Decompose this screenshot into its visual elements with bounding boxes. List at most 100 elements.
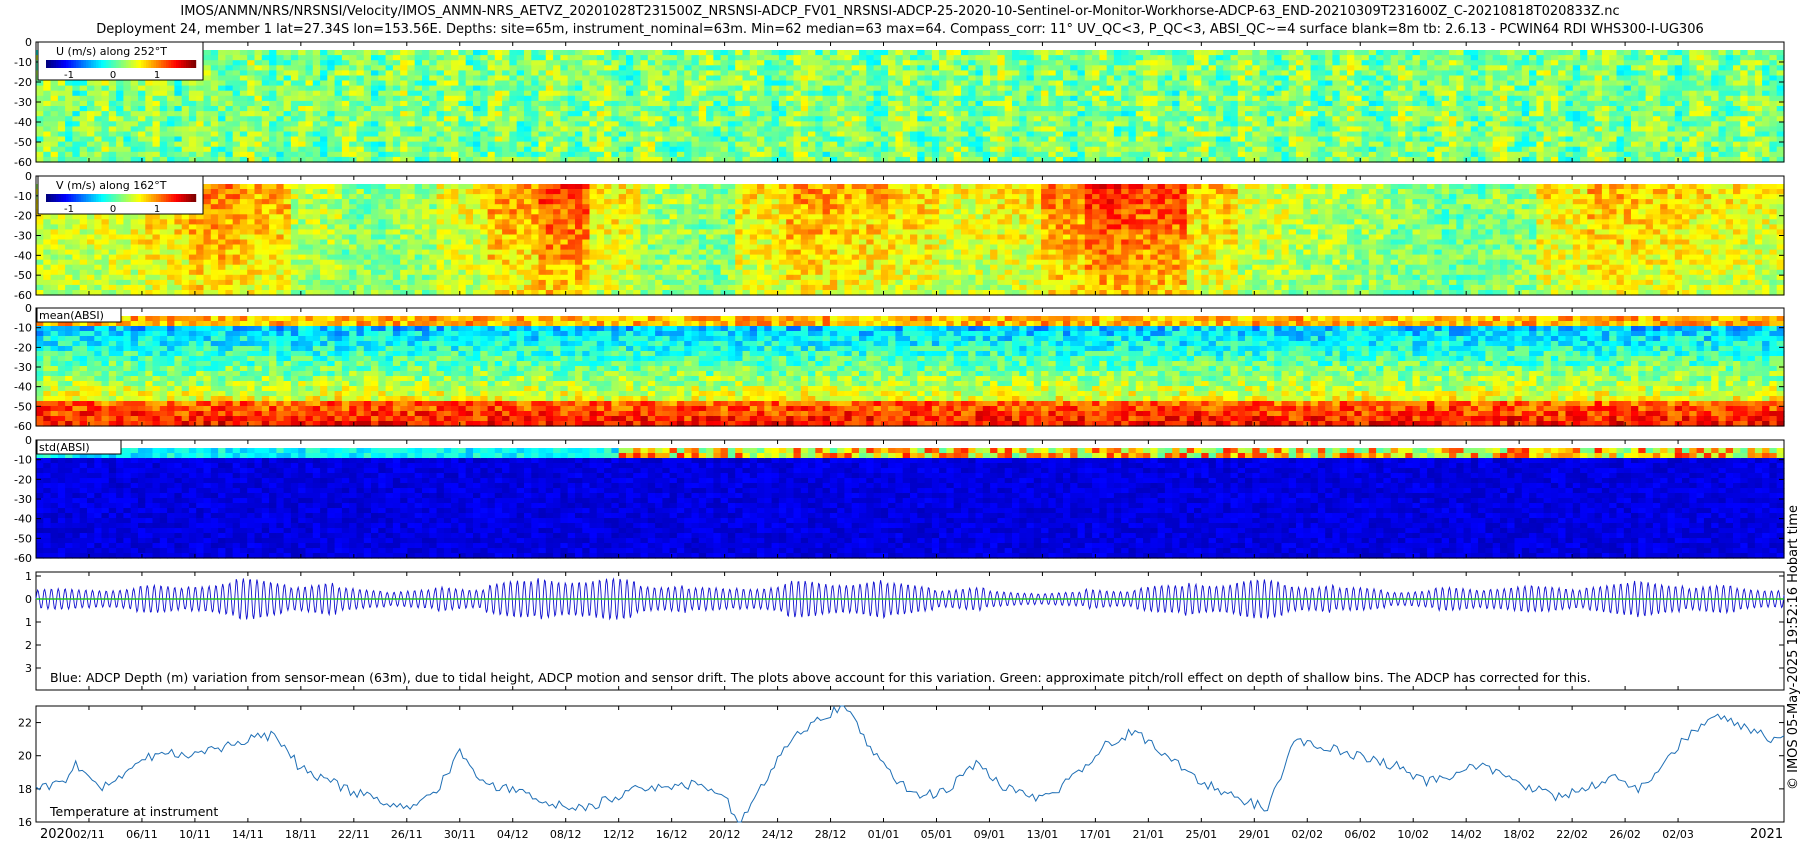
u-velocity-heatmap-cell: [349, 86, 357, 92]
u-velocity-heatmap-cell: [764, 70, 772, 76]
u-velocity-heatmap-cell: [1624, 55, 1632, 61]
u-velocity-heatmap-cell: [313, 70, 321, 76]
u-velocity-heatmap-cell: [684, 96, 692, 102]
u-velocity-heatmap-cell: [1617, 121, 1625, 127]
u-velocity-heatmap-cell: [1536, 142, 1544, 148]
u-velocity-heatmap-cell: [1318, 76, 1326, 82]
u-velocity-heatmap-cell: [910, 137, 918, 143]
u-velocity-heatmap-cell: [1187, 126, 1195, 132]
u-velocity-heatmap-cell: [1464, 152, 1472, 158]
u-velocity-heatmap-cell: [371, 50, 379, 56]
u-velocity-heatmap-cell: [1362, 91, 1370, 97]
u-velocity-heatmap-cell: [378, 70, 386, 76]
u-velocity-heatmap-cell: [80, 96, 88, 102]
u-velocity-heatmap-cell: [1296, 111, 1304, 117]
u-velocity-heatmap-cell: [1420, 96, 1428, 102]
u-velocity-heatmap-cell: [458, 70, 466, 76]
u-velocity-heatmap-cell: [641, 152, 649, 158]
u-velocity-heatmap-cell: [735, 81, 743, 87]
u-velocity-heatmap-cell: [1187, 142, 1195, 148]
u-velocity-heatmap-cell: [1289, 126, 1297, 132]
u-velocity-heatmap-cell: [480, 81, 488, 87]
u-velocity-heatmap-cell: [619, 152, 627, 158]
u-velocity-heatmap-cell: [87, 86, 95, 92]
u-velocity-heatmap-cell: [189, 101, 197, 107]
u-velocity-heatmap-cell: [1238, 106, 1246, 112]
u-velocity-heatmap-cell: [1500, 96, 1508, 102]
u-velocity-heatmap-cell: [648, 147, 656, 153]
u-velocity-heatmap-cell: [1194, 86, 1202, 92]
u-velocity-heatmap-cell: [699, 81, 707, 87]
u-velocity-heatmap-cell: [546, 106, 554, 112]
u-velocity-heatmap-cell: [218, 55, 226, 61]
u-velocity-heatmap-cell: [189, 116, 197, 122]
u-velocity-heatmap-cell: [1500, 147, 1508, 153]
u-velocity-heatmap-cell: [72, 81, 80, 87]
u-velocity-heatmap-cell: [597, 81, 605, 87]
u-velocity-heatmap-cell: [1282, 152, 1290, 158]
u-velocity-heatmap-cell: [1558, 96, 1566, 102]
u-velocity-heatmap-cell: [1493, 116, 1501, 122]
u-velocity-heatmap-cell: [1158, 132, 1166, 138]
u-velocity-heatmap-cell: [204, 116, 212, 122]
u-velocity-heatmap-cell: [939, 81, 947, 87]
u-velocity-heatmap-cell: [1085, 81, 1093, 87]
u-velocity-heatmap-cell: [1624, 126, 1632, 132]
u-velocity-heatmap-cell: [1165, 126, 1173, 132]
u-velocity-heatmap-cell: [575, 152, 583, 158]
u-velocity-heatmap-cell: [1245, 50, 1253, 56]
u-velocity-heatmap-cell: [1172, 81, 1180, 87]
u-velocity-heatmap-cell: [1209, 91, 1217, 97]
u-velocity-heatmap-cell: [808, 137, 816, 143]
u-velocity-heatmap-cell: [364, 50, 372, 56]
u-velocity-heatmap-cell: [706, 152, 714, 158]
u-velocity-heatmap-cell: [1041, 142, 1049, 148]
u-velocity-heatmap-cell: [495, 137, 503, 143]
u-velocity-heatmap-cell: [721, 152, 729, 158]
u-velocity-heatmap-cell: [1609, 91, 1617, 97]
u-velocity-heatmap-cell: [692, 121, 700, 127]
u-velocity-heatmap-cell: [1551, 101, 1559, 107]
u-velocity-heatmap-cell: [1449, 101, 1457, 107]
u-velocity-heatmap-cell: [1041, 55, 1049, 61]
u-velocity-heatmap-cell: [670, 152, 678, 158]
u-velocity-heatmap-cell: [1150, 152, 1158, 158]
u-velocity-heatmap-cell: [539, 147, 547, 153]
u-velocity-heatmap-cell: [604, 126, 612, 132]
u-velocity-heatmap-cell: [917, 65, 925, 71]
u-velocity-heatmap-cell: [1631, 116, 1639, 122]
u-velocity-heatmap-cell: [349, 65, 357, 71]
u-velocity-heatmap-cell: [1383, 96, 1391, 102]
u-velocity-heatmap-cell: [1180, 76, 1188, 82]
u-velocity-heatmap-cell: [1682, 70, 1690, 76]
u-velocity-heatmap-cell: [1449, 55, 1457, 61]
u-velocity-heatmap-cell: [575, 86, 583, 92]
u-velocity-heatmap-cell: [1689, 50, 1697, 56]
u-velocity-heatmap-cell: [1478, 121, 1486, 127]
u-velocity-heatmap-cell: [1347, 76, 1355, 82]
u-velocity-heatmap-cell: [1216, 101, 1224, 107]
u-velocity-heatmap-cell: [196, 137, 204, 143]
u-velocity-heatmap-cell: [903, 132, 911, 138]
u-velocity-heatmap-cell: [1296, 142, 1304, 148]
u-velocity-heatmap-cell: [378, 152, 386, 158]
u-velocity-heatmap-cell: [473, 147, 481, 153]
u-velocity-heatmap-cell: [1646, 50, 1654, 56]
u-velocity-heatmap-cell: [1340, 137, 1348, 143]
u-velocity-heatmap-cell: [262, 50, 270, 56]
u-velocity-heatmap-cell: [1289, 116, 1297, 122]
u-velocity-heatmap-cell: [619, 76, 627, 82]
u-velocity-heatmap-cell: [342, 65, 350, 71]
u-velocity-heatmap-cell: [422, 132, 430, 138]
u-velocity-heatmap-cell: [1201, 101, 1209, 107]
u-velocity-heatmap-cell: [539, 106, 547, 112]
u-velocity-heatmap-cell: [1340, 81, 1348, 87]
u-velocity-heatmap-cell: [553, 147, 561, 153]
u-velocity-heatmap-cell: [327, 91, 335, 97]
u-velocity-heatmap-cell: [378, 81, 386, 87]
u-velocity-heatmap-cell: [65, 91, 73, 97]
u-velocity-heatmap-cell: [983, 106, 991, 112]
u-velocity-heatmap-cell: [968, 132, 976, 138]
u-velocity-heatmap-cell: [641, 91, 649, 97]
u-velocity-heatmap-cell: [815, 132, 823, 138]
